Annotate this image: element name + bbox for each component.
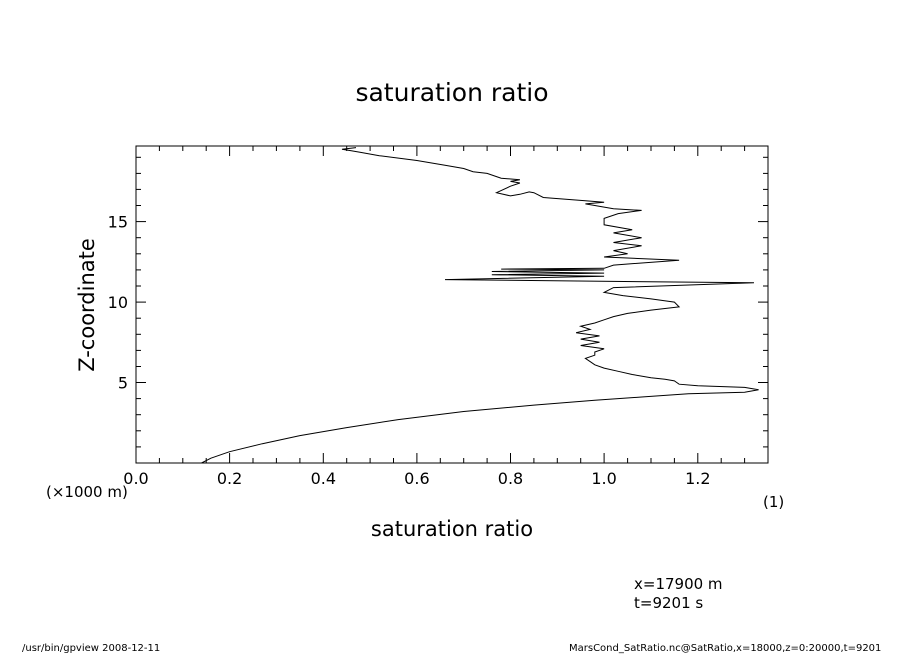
y-tick-label: 15 xyxy=(108,213,128,232)
y-tick-label: 10 xyxy=(108,293,128,312)
x-tick-label: 0.6 xyxy=(404,469,429,488)
plot-frame xyxy=(135,145,769,464)
x-tick-label: 1.0 xyxy=(591,469,616,488)
chart-title: saturation ratio xyxy=(355,78,548,107)
x-tick-label: 0.2 xyxy=(217,469,242,488)
y-axis-unit: (×1000 m) xyxy=(46,483,128,501)
y-axis-label: Z-coordinate xyxy=(75,238,99,372)
x-axis-unit: (1) xyxy=(763,493,784,511)
x-tick-labels: 0.0 0.2 0.4 0.6 0.8 1.0 1.2 xyxy=(123,469,710,488)
footer-right: MarsCond_SatRatio.nc@SatRatio,x=18000,z=… xyxy=(569,643,881,654)
x-tick-label: 0.4 xyxy=(311,469,336,488)
y-tick-label: 5 xyxy=(118,374,128,393)
y-tick-labels: 5 10 15 xyxy=(108,213,128,393)
series-line xyxy=(201,147,759,464)
axis-ticks xyxy=(135,146,769,463)
footer-left: /usr/bin/gpview 2008-12-11 xyxy=(22,643,160,654)
x-tick-label: 0.0 xyxy=(123,469,148,488)
x-position-annotation: x=17900 m xyxy=(634,575,723,593)
x-tick-label: 1.2 xyxy=(685,469,710,488)
x-tick-label: 0.8 xyxy=(498,469,523,488)
time-annotation: t=9201 s xyxy=(634,594,703,612)
x-axis-label: saturation ratio xyxy=(371,517,533,541)
